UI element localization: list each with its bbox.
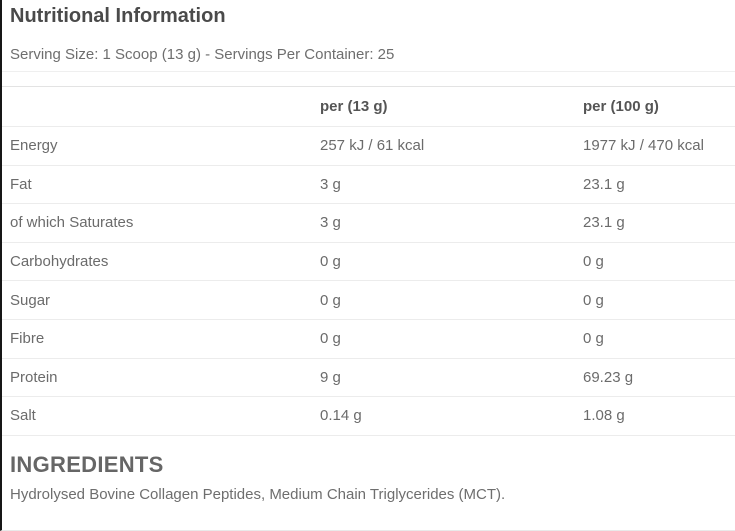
row-per-100g: 23.1 g <box>583 214 625 232</box>
table-row-sugar: Sugar 0 g 0 g <box>2 281 735 320</box>
row-label: Fibre <box>10 330 45 348</box>
row-per-serving: 0 g <box>320 291 341 309</box>
row-per-100g: 0 g <box>583 330 604 348</box>
row-per-serving: 9 g <box>320 368 341 386</box>
row-label: Sugar <box>10 291 51 309</box>
row-label: Salt <box>10 407 36 425</box>
row-label: of which Saturates <box>10 214 134 232</box>
ingredients-text: Hydrolysed Bovine Collagen Peptides, Med… <box>10 485 506 503</box>
ingredients-heading: INGREDIENTS <box>10 451 164 477</box>
table-row-energy: Energy 257 kJ / 61 kcal 1977 kJ / 470 kc… <box>2 127 735 166</box>
serving-info: Serving Size: 1 Scoop (13 g) - Servings … <box>2 28 735 72</box>
table-row-protein: Protein 9 g 69.23 g <box>2 359 735 398</box>
row-per-100g: 0 g <box>583 253 604 271</box>
row-label: Carbohydrates <box>10 253 109 271</box>
row-label: Energy <box>10 137 58 155</box>
row-per-100g: 0 g <box>583 291 604 309</box>
table-row-saturates: of which Saturates 3 g 23.1 g <box>2 204 735 243</box>
table-row-fibre: Fibre 0 g 0 g <box>2 320 735 359</box>
row-label: Protein <box>10 368 58 386</box>
row-per-serving: 3 g <box>320 175 341 193</box>
row-per-100g: 1.08 g <box>583 407 625 425</box>
row-per-serving: 0.14 g <box>320 407 362 425</box>
table-row-fat: Fat 3 g 23.1 g <box>2 166 735 205</box>
row-per-100g: 69.23 g <box>583 368 634 386</box>
row-per-serving: 3 g <box>320 214 341 232</box>
row-label: Fat <box>10 175 32 193</box>
table-row-carbohydrates: Carbohydrates 0 g 0 g <box>2 243 735 282</box>
row-per-serving: 257 kJ / 61 kcal <box>320 137 425 155</box>
row-per-100g: 1977 kJ / 470 kcal <box>583 137 704 155</box>
table-header-row: per (13 g) per (100 g) <box>2 87 735 127</box>
row-per-serving: 0 g <box>320 330 341 348</box>
nutrition-table: per (13 g) per (100 g) Energy 257 kJ / 6… <box>2 86 735 436</box>
row-per-serving: 0 g <box>320 253 341 271</box>
header-per-serving: per (13 g) <box>320 98 388 115</box>
page-title: Nutritional Information <box>10 5 226 27</box>
table-row-salt: Salt 0.14 g 1.08 g <box>2 397 735 436</box>
header-per-100g: per (100 g) <box>583 98 659 115</box>
row-per-100g: 23.1 g <box>583 175 625 193</box>
